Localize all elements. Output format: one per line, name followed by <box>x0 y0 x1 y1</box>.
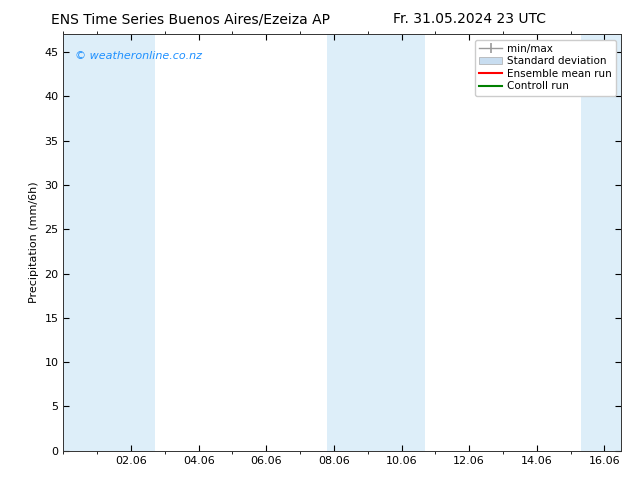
Bar <box>63 34 155 451</box>
Y-axis label: Precipitation (mm/6h): Precipitation (mm/6h) <box>29 182 39 303</box>
Text: ENS Time Series Buenos Aires/Ezeiza AP: ENS Time Series Buenos Aires/Ezeiza AP <box>51 12 330 26</box>
Bar <box>581 34 621 451</box>
Legend: min/max, Standard deviation, Ensemble mean run, Controll run: min/max, Standard deviation, Ensemble me… <box>475 40 616 96</box>
Text: © weatheronline.co.nz: © weatheronline.co.nz <box>75 51 202 61</box>
Text: Fr. 31.05.2024 23 UTC: Fr. 31.05.2024 23 UTC <box>392 12 546 26</box>
Bar <box>327 34 425 451</box>
